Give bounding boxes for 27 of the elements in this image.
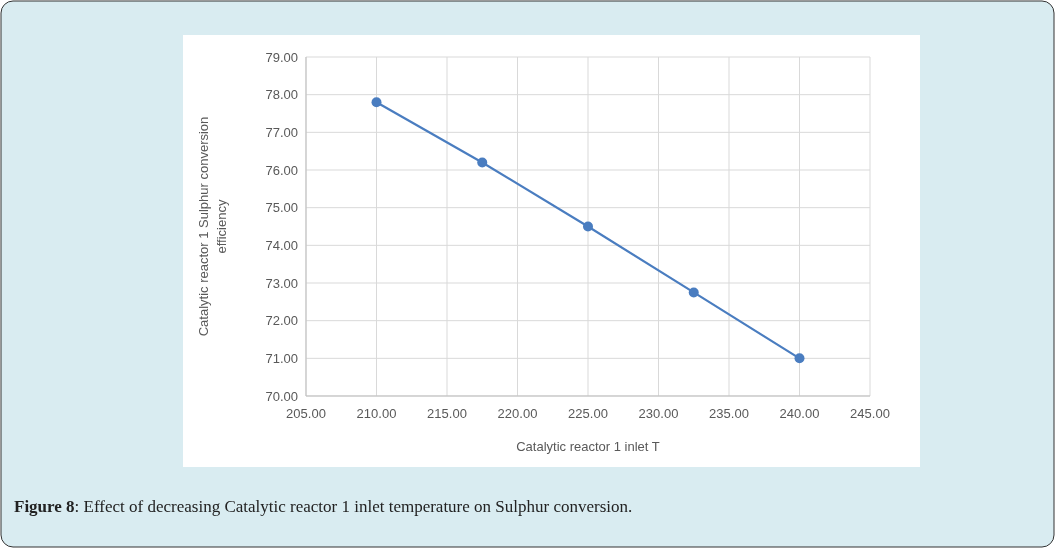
y-axis-title: Catalytic reactor 1 Sulphur conversion efficiency: [196, 116, 229, 337]
y-tick-label: 74.00: [265, 237, 298, 253]
y-tick-label: 78.00: [265, 87, 298, 103]
y-tick-label: 71.00: [265, 350, 298, 366]
y-tick-label: 72.00: [265, 313, 298, 329]
x-tick-label: 245.00: [850, 406, 890, 421]
y-tick-label: 79.00: [265, 49, 298, 65]
point: [688, 287, 699, 298]
x-tick-label: 225.00: [568, 406, 608, 421]
y-tick-label: 75.00: [265, 200, 298, 216]
y-tick-label: 77.00: [265, 124, 298, 140]
x-tick-label: 210.00: [356, 406, 397, 421]
y-tick-label: 73.00: [265, 275, 298, 291]
x-tick-label: 230.00: [638, 406, 679, 421]
x-tick-label: 240.00: [779, 406, 820, 421]
x-tick-label: 220.00: [497, 406, 538, 421]
x-tick-label: 205.00: [286, 406, 326, 421]
point: [371, 97, 382, 108]
point: [794, 353, 805, 364]
point: [477, 157, 488, 168]
y-tick-label: 76.00: [265, 162, 298, 178]
x-tick-label: 235.00: [709, 406, 749, 421]
x-tick-label: 215.00: [427, 406, 467, 421]
caption: Figure 8: Effect of decreasing Catalytic reactor 1 inlet temperature on Sulphur conversion.: [14, 497, 633, 516]
point: [583, 221, 593, 232]
y-tick-label: 70.00: [265, 388, 298, 404]
x-axis-title: Catalytic reactor 1 inlet T: [516, 439, 660, 454]
